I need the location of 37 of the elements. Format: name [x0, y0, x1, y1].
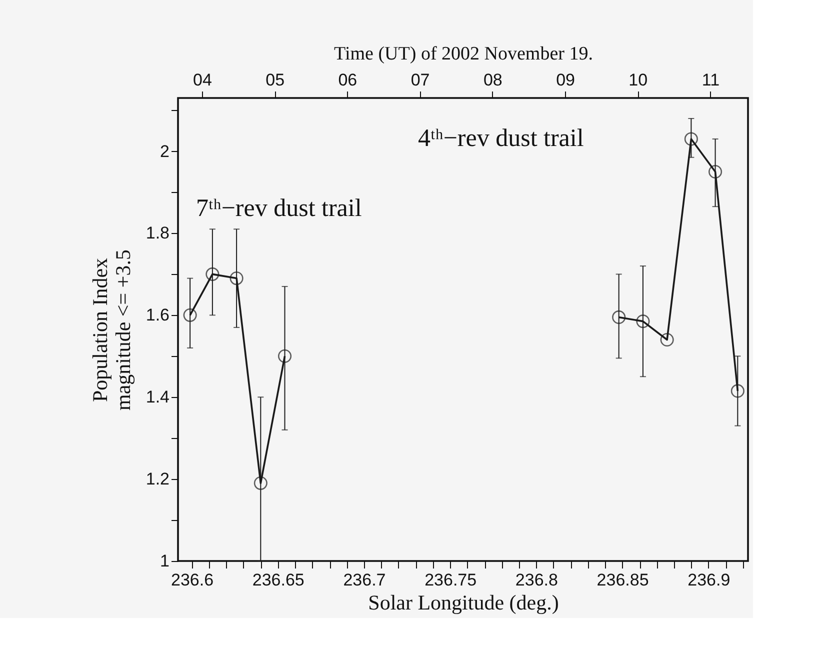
x-tick-label: 236.85 [596, 570, 649, 590]
x-tick-label: 236.7 [343, 570, 386, 590]
x2-tick-label: 09 [556, 70, 575, 90]
point [278, 349, 292, 363]
point [254, 476, 268, 490]
x-tick-label: 236.6 [171, 570, 214, 590]
x2-tick-label: 10 [628, 70, 648, 90]
x2-tick-label: 06 [338, 70, 358, 90]
x2-tick-label: 07 [410, 70, 430, 90]
x2-axis-title: Time (UT) of 2002 November 19. [334, 44, 593, 64]
y-tick-label: 1.6 [146, 306, 170, 325]
x-tick-label: 236.65 [252, 570, 304, 590]
y-tick-label: 1 [160, 552, 170, 570]
y-tick-label: 1.4 [146, 388, 170, 407]
x2-tick-label: 05 [266, 70, 285, 90]
point [183, 308, 197, 322]
annotation: 4ᵗʰ−rev dust trail [418, 125, 584, 152]
y-axis-title: Population Index magnitude <= +3.5 [88, 250, 135, 410]
x2-tick-label: 08 [483, 70, 502, 90]
point [708, 164, 722, 179]
point [230, 272, 244, 286]
x2-tick-label: 11 [702, 70, 720, 90]
y-tick-label: 2 [160, 142, 170, 161]
x-tick-label: 236.9 [688, 570, 730, 590]
x-axis-title: Solar Longitude (deg.) [368, 590, 559, 614]
point [612, 310, 626, 324]
point [206, 267, 220, 281]
x-tick-label: 236.75 [424, 570, 477, 590]
point [730, 384, 744, 398]
point [684, 132, 698, 146]
y-tick-label: 1.8 [146, 224, 170, 243]
x-tick-label: 236.8 [515, 570, 558, 590]
point [636, 314, 650, 328]
y-tick-label: 1.2 [146, 470, 170, 489]
x2-tick-label: 04 [193, 70, 212, 90]
annotation: 7ᵗʰ−rev dust trail [196, 195, 362, 222]
point [660, 332, 674, 347]
